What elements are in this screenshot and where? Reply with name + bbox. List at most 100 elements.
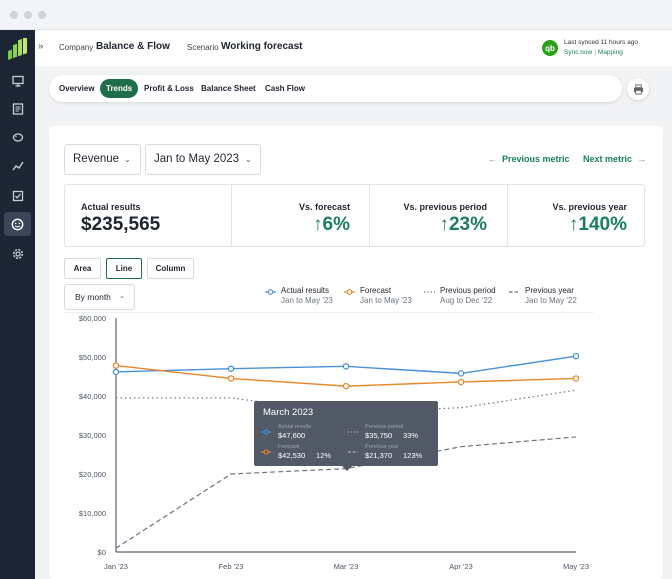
next-metric-label: Next metric [583,154,633,164]
tooltip-prev-year-pct: 123% [403,451,423,460]
previous-period-marker-icon [348,431,358,433]
tab-balance-sheet[interactable]: Balance Sheet [201,84,256,93]
area-chart-button[interactable]: Area [64,258,101,279]
settings-icon[interactable] [9,245,26,262]
tooltip-forecast-pct: 12% [316,451,332,460]
arrow-left-icon: ← [488,154,497,164]
piggy-bank-icon[interactable] [9,128,26,145]
granularity-dropdown[interactable]: By month ⌄ [64,284,135,310]
x-tick-label: May '23 [563,562,589,571]
expand-sidebar-icon[interactable]: » [38,41,44,52]
data-point-actual-results [112,368,120,376]
divider [231,185,232,246]
tab-profit-loss[interactable]: Profit & Loss [144,84,194,93]
legend-previous-period[interactable]: Previous period Aug to Dec '22 [424,286,496,305]
forecast-line-marker-icon [261,449,271,455]
data-point-forecast [457,378,465,386]
legend-name: Previous year [525,286,574,295]
reports-icon[interactable] [9,100,26,117]
data-point-forecast [227,375,235,382]
tab-cash-flow[interactable]: Cash Flow [265,84,306,93]
legend-range: Jan to May '22 [525,296,577,305]
legend-previous-year[interactable]: Previous year Jan to May '22 [509,286,577,305]
window-minimize-dot[interactable] [24,11,32,19]
dashboard-icon[interactable] [9,72,26,89]
line-chart-button[interactable]: Line [106,258,142,279]
vs-forecast-pct: 6% [322,214,350,235]
tab-trends[interactable]: Trends [100,79,139,98]
trends-icon[interactable] [9,157,26,174]
sync-status: Last synced 11 hours ago [564,39,638,46]
x-tick-label: Mar '23 [334,562,359,571]
legend-name: Actual results [281,286,330,295]
legend-range: Jan to May '23 [360,296,412,305]
vs-forecast-label: Vs. forecast [298,202,350,212]
y-tick-label: $0 [98,548,106,557]
actual-results-label: Actual results [81,202,141,212]
legend-range: Aug to Dec '22 [440,296,493,305]
granularity-value: By month [75,292,111,302]
printer-icon [633,83,643,95]
tab-overview[interactable]: Overview [59,84,95,93]
company-label: Company [59,43,94,52]
column-chart-button[interactable]: Column [147,258,194,279]
window-titlebar [0,0,672,30]
chart-tooltip: March 2023 Actual results $47,600 Foreca… [254,401,438,471]
arrow-up-icon: ↑ [439,214,449,235]
next-metric-link[interactable]: Next metric → [583,154,646,164]
y-tick-label: $60,000 [79,314,106,323]
y-tick-label: $30,000 [79,431,106,440]
scenario-selector[interactable]: Working forecast [221,41,303,52]
app-logo [8,38,27,60]
scenario-label: Scenario [187,43,219,52]
data-point-forecast [342,382,350,390]
data-point-actual-results [227,365,235,372]
vs-previous-year-label: Vs. previous year [552,202,627,212]
sync-links: Sync now | Mapping [564,49,623,56]
data-point-actual-results [342,363,350,370]
report-tabs: Overview Trends Profit & Loss Balance Sh… [49,75,622,102]
tooltip-forecast-label: Forecast [278,444,300,450]
tooltip-actual-value: $47,600 [278,431,306,440]
chevron-down-icon: ⌄ [119,293,125,300]
chevron-down-icon[interactable]: ⌄ [295,44,301,51]
vs-previous-period-value: ↑23% [439,214,487,236]
arrow-right-icon: → [637,154,647,164]
y-tick-label: $20,000 [79,470,106,479]
date-range-value: Jan to May 2023 [154,153,240,165]
company-selector[interactable]: Balance & Flow [96,41,170,52]
vs-previous-period-label: Vs. previous period [403,202,487,212]
chevron-down-icon[interactable]: ⌄ [162,44,168,51]
x-tick-label: Feb '23 [219,562,244,571]
window-close-dot[interactable] [10,11,18,19]
legend-forecast[interactable]: Forecast Jan to May '23 [344,286,412,305]
legend-name: Forecast [360,286,392,295]
actual-line-marker-icon [261,429,271,435]
metric-dropdown[interactable]: Revenue ⌄ [64,144,141,175]
chevron-down-icon: ⌄ [124,155,131,164]
x-tick-label: Jan '23 [104,562,128,571]
y-tick-label: $50,000 [79,353,106,362]
x-tick-label: Apr '23 [449,562,473,571]
window-maximize-dot[interactable] [38,11,46,19]
previous-metric-link[interactable]: ← Previous metric [488,154,570,164]
tooltip-title: March 2023 [263,407,314,418]
tooltip-prev-period-value: $35,750 [365,431,393,440]
metric-dropdown-value: Revenue [73,153,120,165]
print-button[interactable] [627,78,649,100]
divider [369,185,370,246]
tooltip-prev-year-value: $21,370 [365,451,393,460]
smiley-icon[interactable] [4,212,31,236]
mapping-link[interactable]: Mapping [597,49,623,56]
y-tick-label: $40,000 [79,392,106,401]
tooltip-actual-label: Actual results [278,424,312,430]
sidebar [0,30,35,579]
vs-previous-period-pct: 23% [448,214,487,235]
data-point-forecast [572,375,580,382]
date-range-dropdown[interactable]: Jan to May 2023 ⌄ [145,144,261,175]
data-point-forecast [112,362,120,369]
checklist-icon[interactable] [9,187,26,204]
legend-actual-results[interactable]: Actual results Jan to May '23 [265,286,333,305]
vs-forecast-value: ↑6% [313,214,350,236]
sync-now-link[interactable]: Sync now [564,49,593,56]
